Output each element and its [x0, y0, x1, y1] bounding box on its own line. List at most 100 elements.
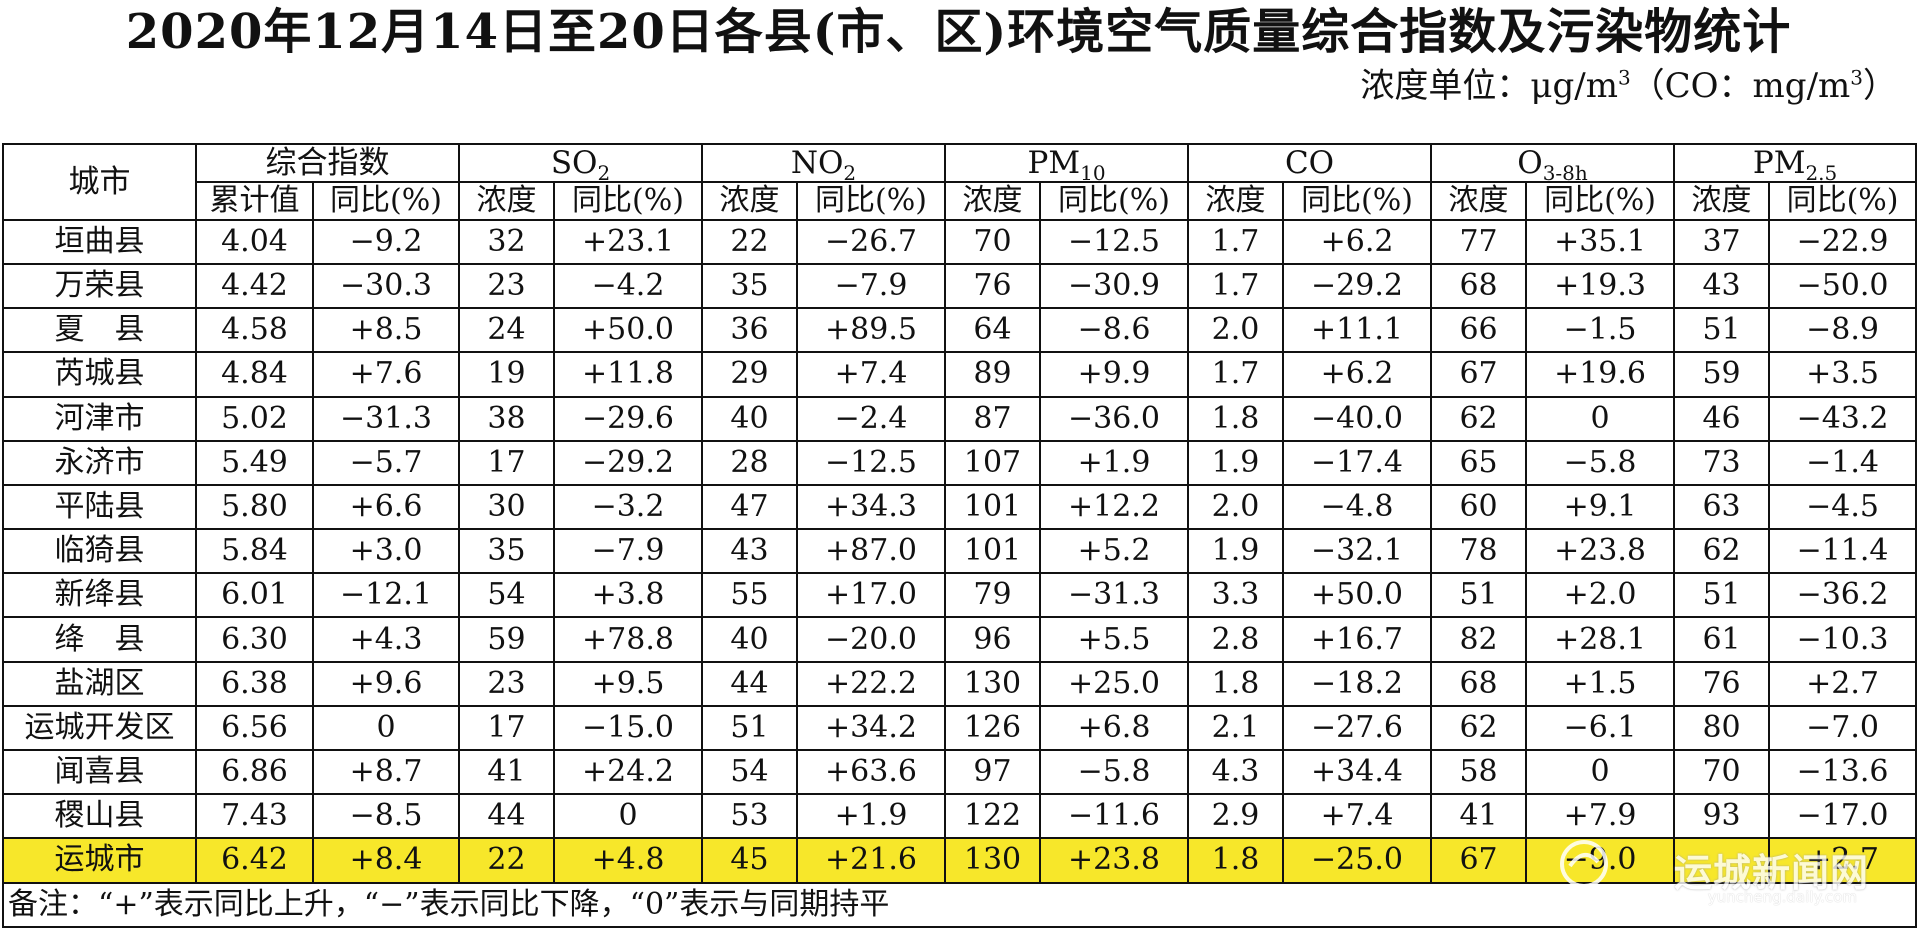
value-cell: 67 — [1430, 351, 1528, 398]
value-cell: 70 — [944, 218, 1042, 265]
value-cell: 66 — [1430, 307, 1528, 354]
value-cell: 23 — [458, 262, 555, 310]
value-cell: 2.8 — [1187, 616, 1285, 663]
value-cell: 22 — [701, 218, 799, 265]
value-cell: 62 — [1430, 395, 1528, 442]
value-cell: 1.8 — [1187, 837, 1285, 884]
city-name: 临猗县 — [2, 528, 197, 575]
header-conc: 浓度 — [701, 180, 799, 221]
unit-caption: 浓度单位：μg/m3（CO：mg/m3） — [1360, 66, 1897, 106]
value-cell: 80 — [1673, 704, 1771, 752]
city-name: 闻喜县 — [2, 748, 197, 796]
value-cell: 93 — [1673, 793, 1771, 840]
yoy-cell: +2.7 — [1768, 837, 1917, 884]
yoy-cell: 0 — [1525, 748, 1676, 796]
value-cell: 46 — [1673, 395, 1771, 442]
value-cell: 54 — [701, 748, 799, 796]
yoy-cell: 0 — [552, 793, 704, 840]
unit-prefix: 浓度单位：μg/m — [1360, 66, 1618, 106]
city-name: 河津市 — [2, 395, 197, 442]
header-o3: O3-8h — [1430, 143, 1676, 183]
watermark-logo-icon — [1560, 840, 1608, 888]
yoy-cell: −30.3 — [312, 262, 460, 310]
yoy-cell: +34.2 — [796, 704, 947, 752]
header-conc: 浓度 — [944, 180, 1042, 221]
yoy-cell: −12.5 — [796, 439, 947, 486]
yoy-cell: +5.5 — [1039, 616, 1190, 663]
value-cell: 54 — [458, 572, 555, 619]
yoy-cell: −8.5 — [312, 793, 460, 840]
yoy-cell: −2.4 — [796, 395, 947, 442]
value-cell: 126 — [944, 704, 1042, 752]
yoy-cell: +19.6 — [1525, 351, 1676, 398]
value-cell: 107 — [944, 439, 1042, 486]
value-cell: 59 — [458, 616, 555, 663]
value-cell: 35 — [701, 262, 799, 310]
yoy-cell: +23.8 — [1039, 837, 1190, 884]
yoy-cell: +3.8 — [552, 572, 704, 619]
value-cell: 4.84 — [195, 351, 314, 398]
value-cell: 17 — [458, 704, 555, 752]
yoy-cell: +9.9 — [1039, 351, 1190, 398]
value-cell: 51 — [1673, 572, 1771, 619]
yoy-cell: −43.2 — [1768, 395, 1917, 442]
yoy-cell: −29.2 — [552, 439, 704, 486]
yoy-cell: −12.5 — [1039, 218, 1190, 265]
yoy-cell: −4.8 — [1282, 483, 1433, 531]
yoy-cell: −4.2 — [552, 262, 704, 310]
value-cell: 29 — [701, 351, 799, 398]
value-cell: 38 — [458, 395, 555, 442]
header-yoy: 同比(%) — [1768, 180, 1917, 221]
yoy-cell: +4.8 — [552, 837, 704, 884]
header-row-groups: 城市 综合指数 SO2 NO2 PM10 CO O3-8h PM2.5 — [2, 143, 1917, 221]
yoy-cell: −50.0 — [1768, 262, 1917, 310]
value-cell: 1.8 — [1187, 395, 1285, 442]
city-name: 芮城县 — [2, 351, 197, 398]
header-yoy: 同比(%) — [312, 180, 460, 221]
yoy-cell: −29.2 — [1282, 262, 1433, 310]
header-pm25: PM2.5 — [1673, 143, 1917, 183]
yoy-cell: +4.3 — [312, 616, 460, 663]
yoy-cell: +24.2 — [552, 748, 704, 796]
value-cell: 62 — [1430, 704, 1528, 752]
yoy-cell: +25.0 — [1039, 660, 1190, 707]
city-name: 夏 县 — [2, 307, 197, 354]
header-city: 城市 — [2, 143, 197, 221]
yoy-cell: −6.1 — [1525, 704, 1676, 752]
yoy-cell: +6.2 — [1282, 218, 1433, 265]
value-cell: 40 — [701, 616, 799, 663]
value-cell: 4.42 — [195, 262, 314, 310]
value-cell: 82 — [1430, 616, 1528, 663]
yoy-cell: −5.8 — [1039, 748, 1190, 796]
yoy-cell: +9.6 — [312, 660, 460, 707]
yoy-cell: +6.8 — [1039, 704, 1190, 752]
yoy-cell: +1.9 — [796, 793, 947, 840]
value-cell: 70 — [1673, 748, 1771, 796]
value-cell: 6.56 — [195, 704, 314, 752]
value-cell: 23 — [458, 660, 555, 707]
yoy-cell: +87.0 — [796, 528, 947, 575]
value-cell: 47 — [701, 483, 799, 531]
value-cell: 51 — [1430, 572, 1528, 619]
table-row: 新绛县 6.01 −12.1 54 +3.8 55 +17.0 79 −31.3 3.3 +50.0… — [2, 572, 1917, 619]
value-cell: 6.86 — [195, 748, 314, 796]
value-cell: 51 — [701, 704, 799, 752]
value-cell: 1.9 — [1187, 528, 1285, 575]
yoy-cell: −5.8 — [1525, 439, 1676, 486]
value-cell: 1.7 — [1187, 262, 1285, 310]
yoy-cell: +9.5 — [552, 660, 704, 707]
value-cell: 60 — [1430, 483, 1528, 531]
yoy-cell: −18.2 — [1282, 660, 1433, 707]
yoy-cell: −26.7 — [796, 218, 947, 265]
table-row: 垣曲县 4.04 −9.2 32 +23.1 22 −26.7 70 −12.5 1.7 +6.2 7… — [2, 218, 1917, 265]
yoy-cell: −20.0 — [796, 616, 947, 663]
yoy-cell: +50.0 — [552, 307, 704, 354]
value-cell: 5.84 — [195, 528, 314, 575]
yoy-cell: +28.1 — [1525, 616, 1676, 663]
yoy-cell: +3.5 — [1768, 351, 1917, 398]
value-cell: 37 — [1673, 218, 1771, 265]
value-cell: 4.58 — [195, 307, 314, 354]
value-cell: 41 — [1430, 793, 1528, 840]
table-row: 平陆县 5.80 +6.6 30 −3.2 47 +34.3 101 +12.2 2.0 −4.8 6… — [2, 483, 1917, 531]
yoy-cell: −8.9 — [1768, 307, 1917, 354]
